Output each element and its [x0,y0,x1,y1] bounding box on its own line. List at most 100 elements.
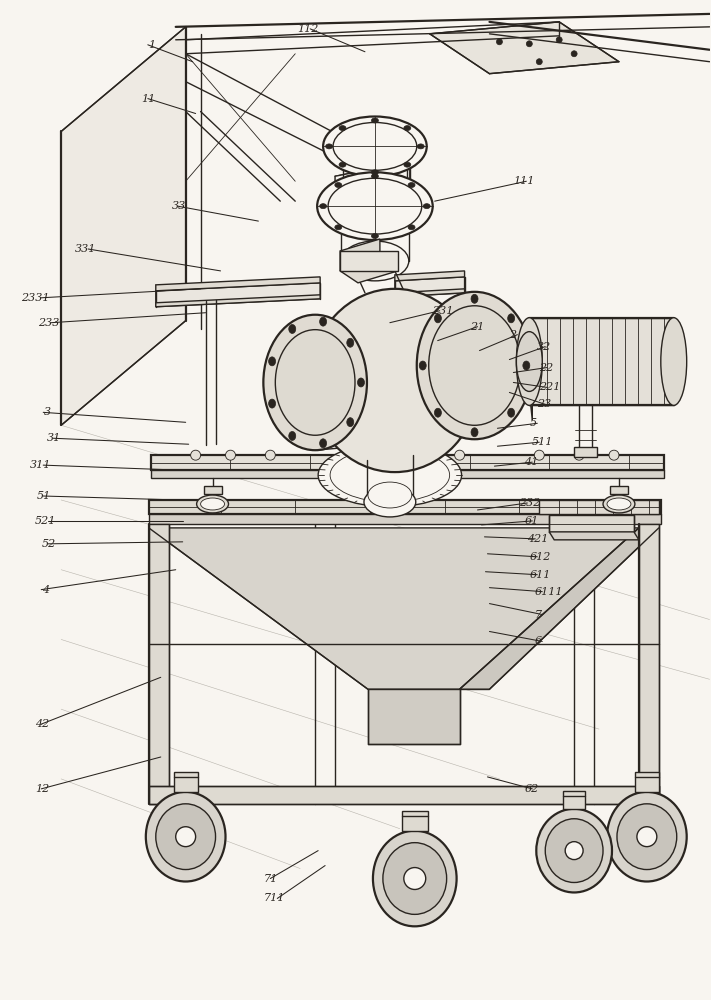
Ellipse shape [607,498,631,510]
Ellipse shape [289,324,296,333]
Ellipse shape [146,792,225,882]
Ellipse shape [328,178,422,234]
Ellipse shape [275,330,355,435]
Circle shape [609,450,619,460]
Polygon shape [574,447,597,457]
Circle shape [574,450,584,460]
Ellipse shape [335,183,342,188]
Polygon shape [149,528,639,689]
Polygon shape [61,27,186,425]
Ellipse shape [383,843,447,914]
Polygon shape [639,524,659,804]
Circle shape [556,37,562,43]
Ellipse shape [201,498,225,510]
Polygon shape [173,772,198,792]
Ellipse shape [320,204,326,209]
Polygon shape [149,786,659,804]
Polygon shape [335,161,410,208]
Ellipse shape [339,126,346,131]
Text: 12: 12 [35,784,49,794]
Polygon shape [529,332,533,420]
Polygon shape [395,271,464,281]
Circle shape [176,827,196,847]
Ellipse shape [333,122,417,170]
Ellipse shape [408,225,415,230]
Ellipse shape [417,292,533,439]
Ellipse shape [516,332,542,391]
Circle shape [534,450,544,460]
Ellipse shape [371,118,378,123]
Text: 51: 51 [37,491,51,501]
Text: 311: 311 [30,460,51,470]
Polygon shape [203,486,222,494]
Polygon shape [539,500,659,514]
Ellipse shape [289,431,296,440]
Ellipse shape [364,487,416,517]
Circle shape [454,450,464,460]
Ellipse shape [347,418,354,427]
Ellipse shape [429,306,520,425]
Polygon shape [149,514,661,524]
Text: 1: 1 [149,40,156,50]
Text: 3: 3 [44,407,51,417]
Text: 33: 33 [171,201,186,211]
Polygon shape [395,277,464,297]
Polygon shape [610,486,628,494]
Ellipse shape [373,831,456,926]
Circle shape [565,842,583,860]
Ellipse shape [536,809,612,892]
Ellipse shape [197,495,228,513]
Text: 52: 52 [42,539,56,549]
Circle shape [225,450,235,460]
Text: 2331: 2331 [21,293,49,303]
Ellipse shape [341,241,409,281]
Text: 23: 23 [538,399,552,409]
Ellipse shape [371,234,378,239]
Circle shape [191,450,201,460]
Text: 112: 112 [296,24,318,34]
Polygon shape [529,318,674,405]
Polygon shape [459,528,659,689]
Polygon shape [149,524,169,804]
Text: 2: 2 [509,330,516,340]
Ellipse shape [358,378,365,387]
Ellipse shape [417,144,424,149]
Ellipse shape [434,314,442,323]
Text: 711: 711 [264,893,285,903]
Circle shape [345,450,355,460]
Ellipse shape [661,318,687,405]
Text: 32: 32 [538,342,552,352]
Polygon shape [151,455,664,470]
Text: 233: 233 [38,318,59,328]
Text: 511: 511 [531,437,552,447]
Ellipse shape [388,498,412,512]
Ellipse shape [317,172,433,240]
Text: 232: 232 [519,498,541,508]
Text: 421: 421 [528,534,549,544]
Text: 6111: 6111 [534,587,563,597]
Ellipse shape [330,448,449,502]
Polygon shape [635,772,659,792]
Ellipse shape [269,357,276,366]
Text: 7: 7 [534,610,541,620]
Polygon shape [563,791,585,809]
Circle shape [404,868,426,889]
Text: 5: 5 [529,418,536,428]
Ellipse shape [404,126,411,131]
Polygon shape [340,259,398,283]
Ellipse shape [320,439,326,448]
Ellipse shape [404,162,411,167]
Polygon shape [402,811,428,831]
Text: 331: 331 [75,244,96,254]
Ellipse shape [335,225,342,230]
Circle shape [536,59,542,65]
Text: 521: 521 [35,516,56,526]
Circle shape [395,500,405,510]
Circle shape [265,450,275,460]
Ellipse shape [156,804,215,870]
Ellipse shape [471,294,478,303]
Polygon shape [429,22,619,74]
Text: 231: 231 [432,306,453,316]
Ellipse shape [323,117,427,176]
Ellipse shape [471,428,478,437]
